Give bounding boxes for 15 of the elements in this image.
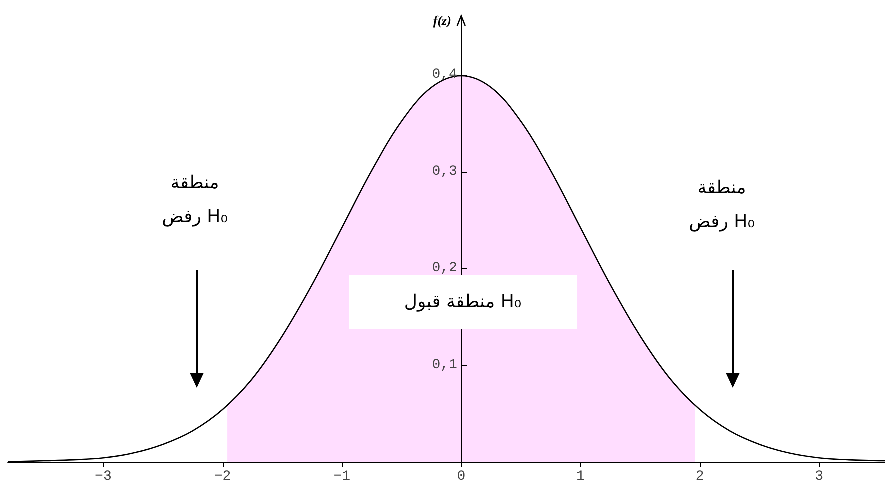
x-tick-label: 3 <box>815 469 824 485</box>
x-tick-label: 2 <box>696 469 704 485</box>
x-tick-label: 0 <box>457 469 466 485</box>
x-tick-label: −2 <box>214 469 232 485</box>
annotation: منطقة رفض H₀ <box>689 178 755 232</box>
annotation: منطقة رفض H₀ <box>162 172 228 228</box>
y-tick-label: 0,2 <box>432 260 458 277</box>
y-tick-label: 0,1 <box>432 357 458 374</box>
y-tick-label: 0,3 <box>432 164 458 180</box>
x-tick-label: −3 <box>95 469 112 485</box>
x-tick-label: 1 <box>576 469 585 485</box>
y-axis-title: f(z) <box>433 13 452 28</box>
y-tick-label: 0,4 <box>432 67 458 84</box>
x-tick-label: −1 <box>334 469 350 485</box>
annotation: منطقة قبول H₀ <box>404 292 522 312</box>
